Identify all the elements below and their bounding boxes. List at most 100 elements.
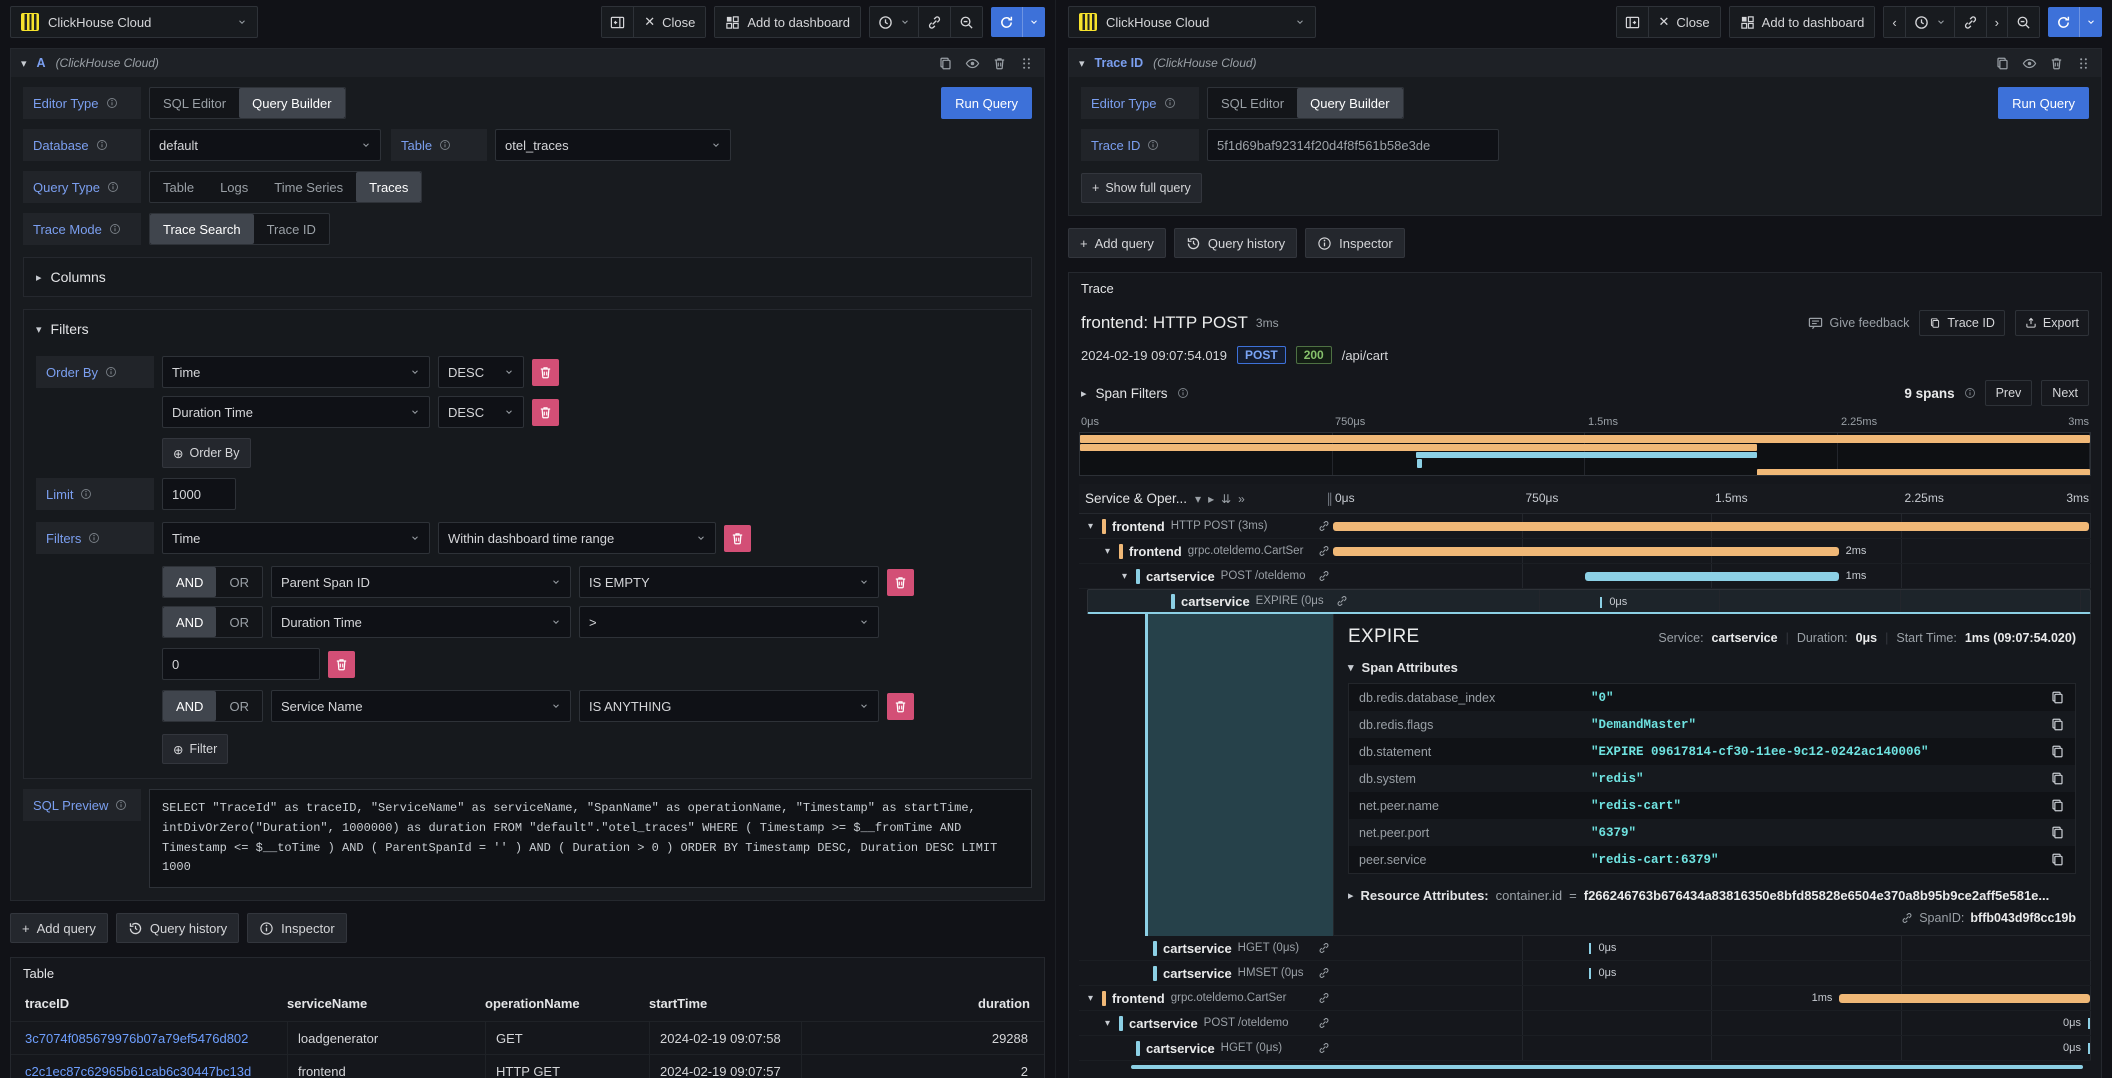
copy-icon[interactable]	[2050, 717, 2065, 732]
give-feedback-button[interactable]: Give feedback	[1808, 316, 1909, 331]
span-row[interactable]: ▾ frontend grpc.oteldemo.CartSer 1ms	[1079, 986, 2091, 1011]
remove-filter-button[interactable]	[724, 524, 751, 552]
span-link-icon[interactable]	[1318, 992, 1330, 1004]
tree-chevron-icon[interactable]: ▾	[1104, 545, 1111, 557]
add-query-button[interactable]: + Add query	[10, 913, 108, 944]
export-button[interactable]: Export	[2014, 310, 2089, 336]
editor-type-option-sql-editor[interactable]: SQL Editor	[1221, 95, 1285, 111]
span-duration-bar[interactable]	[1333, 547, 1839, 556]
copy-icon[interactable]	[2050, 744, 2065, 759]
span-duration-tick[interactable]	[1600, 597, 1603, 608]
expand-all-icon[interactable]: »	[1238, 491, 1245, 506]
filter-op-select[interactable]: IS EMPTY	[578, 566, 879, 598]
span-attributes-header[interactable]: ▾ Span Attributes	[1348, 660, 1458, 675]
collapse-all-icon[interactable]: ⇊	[1221, 491, 1232, 506]
span-link-icon[interactable]	[1318, 967, 1330, 979]
drag-handle-icon[interactable]	[2076, 56, 2091, 71]
next-span-button[interactable]: Next	[2041, 380, 2089, 406]
filter-field-select[interactable]: Time	[162, 522, 430, 554]
editor-type-option-sql-editor[interactable]: SQL Editor	[163, 95, 227, 111]
zoom-out-button[interactable]	[2007, 7, 2039, 37]
run-query-button[interactable]: Run Query	[941, 87, 1032, 119]
filter-field-select[interactable]: Service Name	[270, 690, 571, 722]
link-icon[interactable]	[1901, 912, 1913, 924]
span-link-icon[interactable]	[1318, 1017, 1330, 1029]
datasource-picker[interactable]: ClickHouse Cloud	[1068, 6, 1316, 38]
table-column-header[interactable]: startTime	[649, 995, 708, 1011]
prev-span-button[interactable]: Prev	[1984, 380, 2033, 406]
close-pane-button[interactable]: ✕ Close	[633, 7, 706, 37]
refresh-button[interactable]	[2048, 7, 2079, 37]
refresh-interval-button[interactable]	[1022, 7, 1045, 37]
trace-mode-option-trace-search[interactable]: Trace Search	[150, 214, 254, 244]
collapse-pane-button[interactable]	[1616, 7, 1648, 37]
span-duration-bar[interactable]	[1839, 994, 2091, 1003]
order-by-field-select[interactable]: Duration Time	[162, 396, 430, 428]
span-duration-tick[interactable]	[1589, 943, 1592, 954]
time-shift-left-button[interactable]: ‹	[1884, 7, 1905, 37]
time-picker-button[interactable]	[870, 7, 918, 37]
filter-op-select[interactable]: Within dashboard time range	[438, 522, 716, 554]
database-select[interactable]: default	[149, 129, 381, 161]
copy-icon[interactable]	[2050, 798, 2065, 813]
copy-icon[interactable]	[2050, 852, 2065, 867]
refresh-button[interactable]	[991, 7, 1022, 37]
remove-filter-button[interactable]	[886, 568, 914, 596]
add-filter-button[interactable]: ⊕ Filter	[162, 734, 229, 764]
span-duration-tick[interactable]	[2087, 1018, 2090, 1029]
span-link-icon[interactable]	[1318, 1042, 1330, 1054]
filter-value-input[interactable]	[162, 648, 320, 680]
close-pane-button[interactable]: ✕ Close	[1647, 7, 1720, 37]
query-type-option-logs[interactable]: Logs	[220, 179, 249, 195]
disable-query-eye-icon[interactable]	[2022, 56, 2037, 71]
span-link-icon[interactable]	[1318, 520, 1330, 532]
duplicate-query-icon[interactable]	[938, 56, 953, 71]
add-query-button[interactable]: + Add query	[1068, 228, 1166, 258]
span-link-icon[interactable]	[1318, 570, 1330, 582]
collapse-one-icon[interactable]: ▾	[1195, 491, 1202, 506]
query-type-option-traces[interactable]: Traces	[356, 172, 422, 202]
datasource-picker[interactable]: ClickHouse Cloud	[10, 6, 258, 38]
share-link-button[interactable]	[1953, 7, 1986, 37]
trace-id-input[interactable]	[1207, 129, 1499, 161]
trace-minimap[interactable]: 0μs 750μs 1.5ms 2.25ms 3ms	[1079, 416, 2091, 476]
add-to-dashboard-button[interactable]: Add to dashboard	[715, 7, 860, 37]
add-to-dashboard-button[interactable]: Add to dashboard	[1729, 7, 1875, 37]
query-history-button[interactable]: Query history	[115, 913, 240, 944]
add-order-by-button[interactable]: ⊕ Order By	[162, 438, 251, 468]
span-row[interactable]: cartservice HGET (0μs) 0μs	[1079, 1036, 2091, 1061]
remove-filter-button[interactable]	[328, 650, 355, 678]
bool-option-or[interactable]: OR	[229, 574, 249, 590]
query-type-option-table[interactable]: Table	[163, 179, 195, 195]
remove-order-by-button[interactable]	[532, 358, 559, 386]
filter-field-select[interactable]: Parent Span ID	[270, 566, 571, 598]
filter-op-select[interactable]: >	[578, 606, 879, 638]
time-picker-button[interactable]	[1904, 7, 1954, 37]
refresh-interval-button[interactable]	[2079, 7, 2102, 37]
span-row[interactable]: ▾ cartservice POST /oteldemo 0μs	[1079, 1011, 2091, 1036]
table-select[interactable]: otel_traces	[495, 129, 731, 161]
resource-attributes-row[interactable]: ▸ Resource Attributes: container.id = f2…	[1348, 888, 2050, 903]
time-shift-right-button[interactable]: ›	[1985, 7, 2007, 37]
table-row[interactable]: 3c7074f085679976b07a79ef5476d802 loadgen…	[11, 1021, 1044, 1055]
span-row[interactable]: cartservice EXPIRE (0μs 0μs	[1087, 589, 2091, 614]
delete-query-icon[interactable]	[2049, 56, 2064, 71]
show-full-query-button[interactable]: + Show full query	[1081, 173, 1202, 203]
run-query-button[interactable]: Run Query	[1998, 87, 2089, 119]
span-row[interactable]: cartservice HGET (0μs) 0μs	[1079, 936, 2091, 961]
bool-option-or[interactable]: OR	[229, 698, 249, 714]
expand-one-icon[interactable]: ▸	[1208, 491, 1215, 506]
span-duration-bar[interactable]	[1333, 522, 2090, 531]
cell-trace-id[interactable]: 3c7074f085679976b07a79ef5476d802	[25, 1030, 249, 1046]
column-resize-handle[interactable]: ∥	[1326, 490, 1333, 506]
inspector-button[interactable]: Inspector	[1305, 228, 1405, 258]
table-column-header[interactable]: operationName	[485, 995, 580, 1011]
query-type-option-time-series[interactable]: Time Series	[274, 179, 344, 195]
copy-icon[interactable]	[2050, 771, 2065, 786]
order-by-field-select[interactable]: Time	[162, 356, 430, 388]
table-column-header[interactable]: duration	[978, 995, 1030, 1011]
copy-trace-id-button[interactable]: Trace ID	[1919, 310, 2005, 336]
bool-option-and[interactable]: AND	[163, 607, 217, 637]
delete-query-icon[interactable]	[992, 56, 1007, 71]
tree-chevron-icon[interactable]: ▾	[1104, 1017, 1111, 1029]
